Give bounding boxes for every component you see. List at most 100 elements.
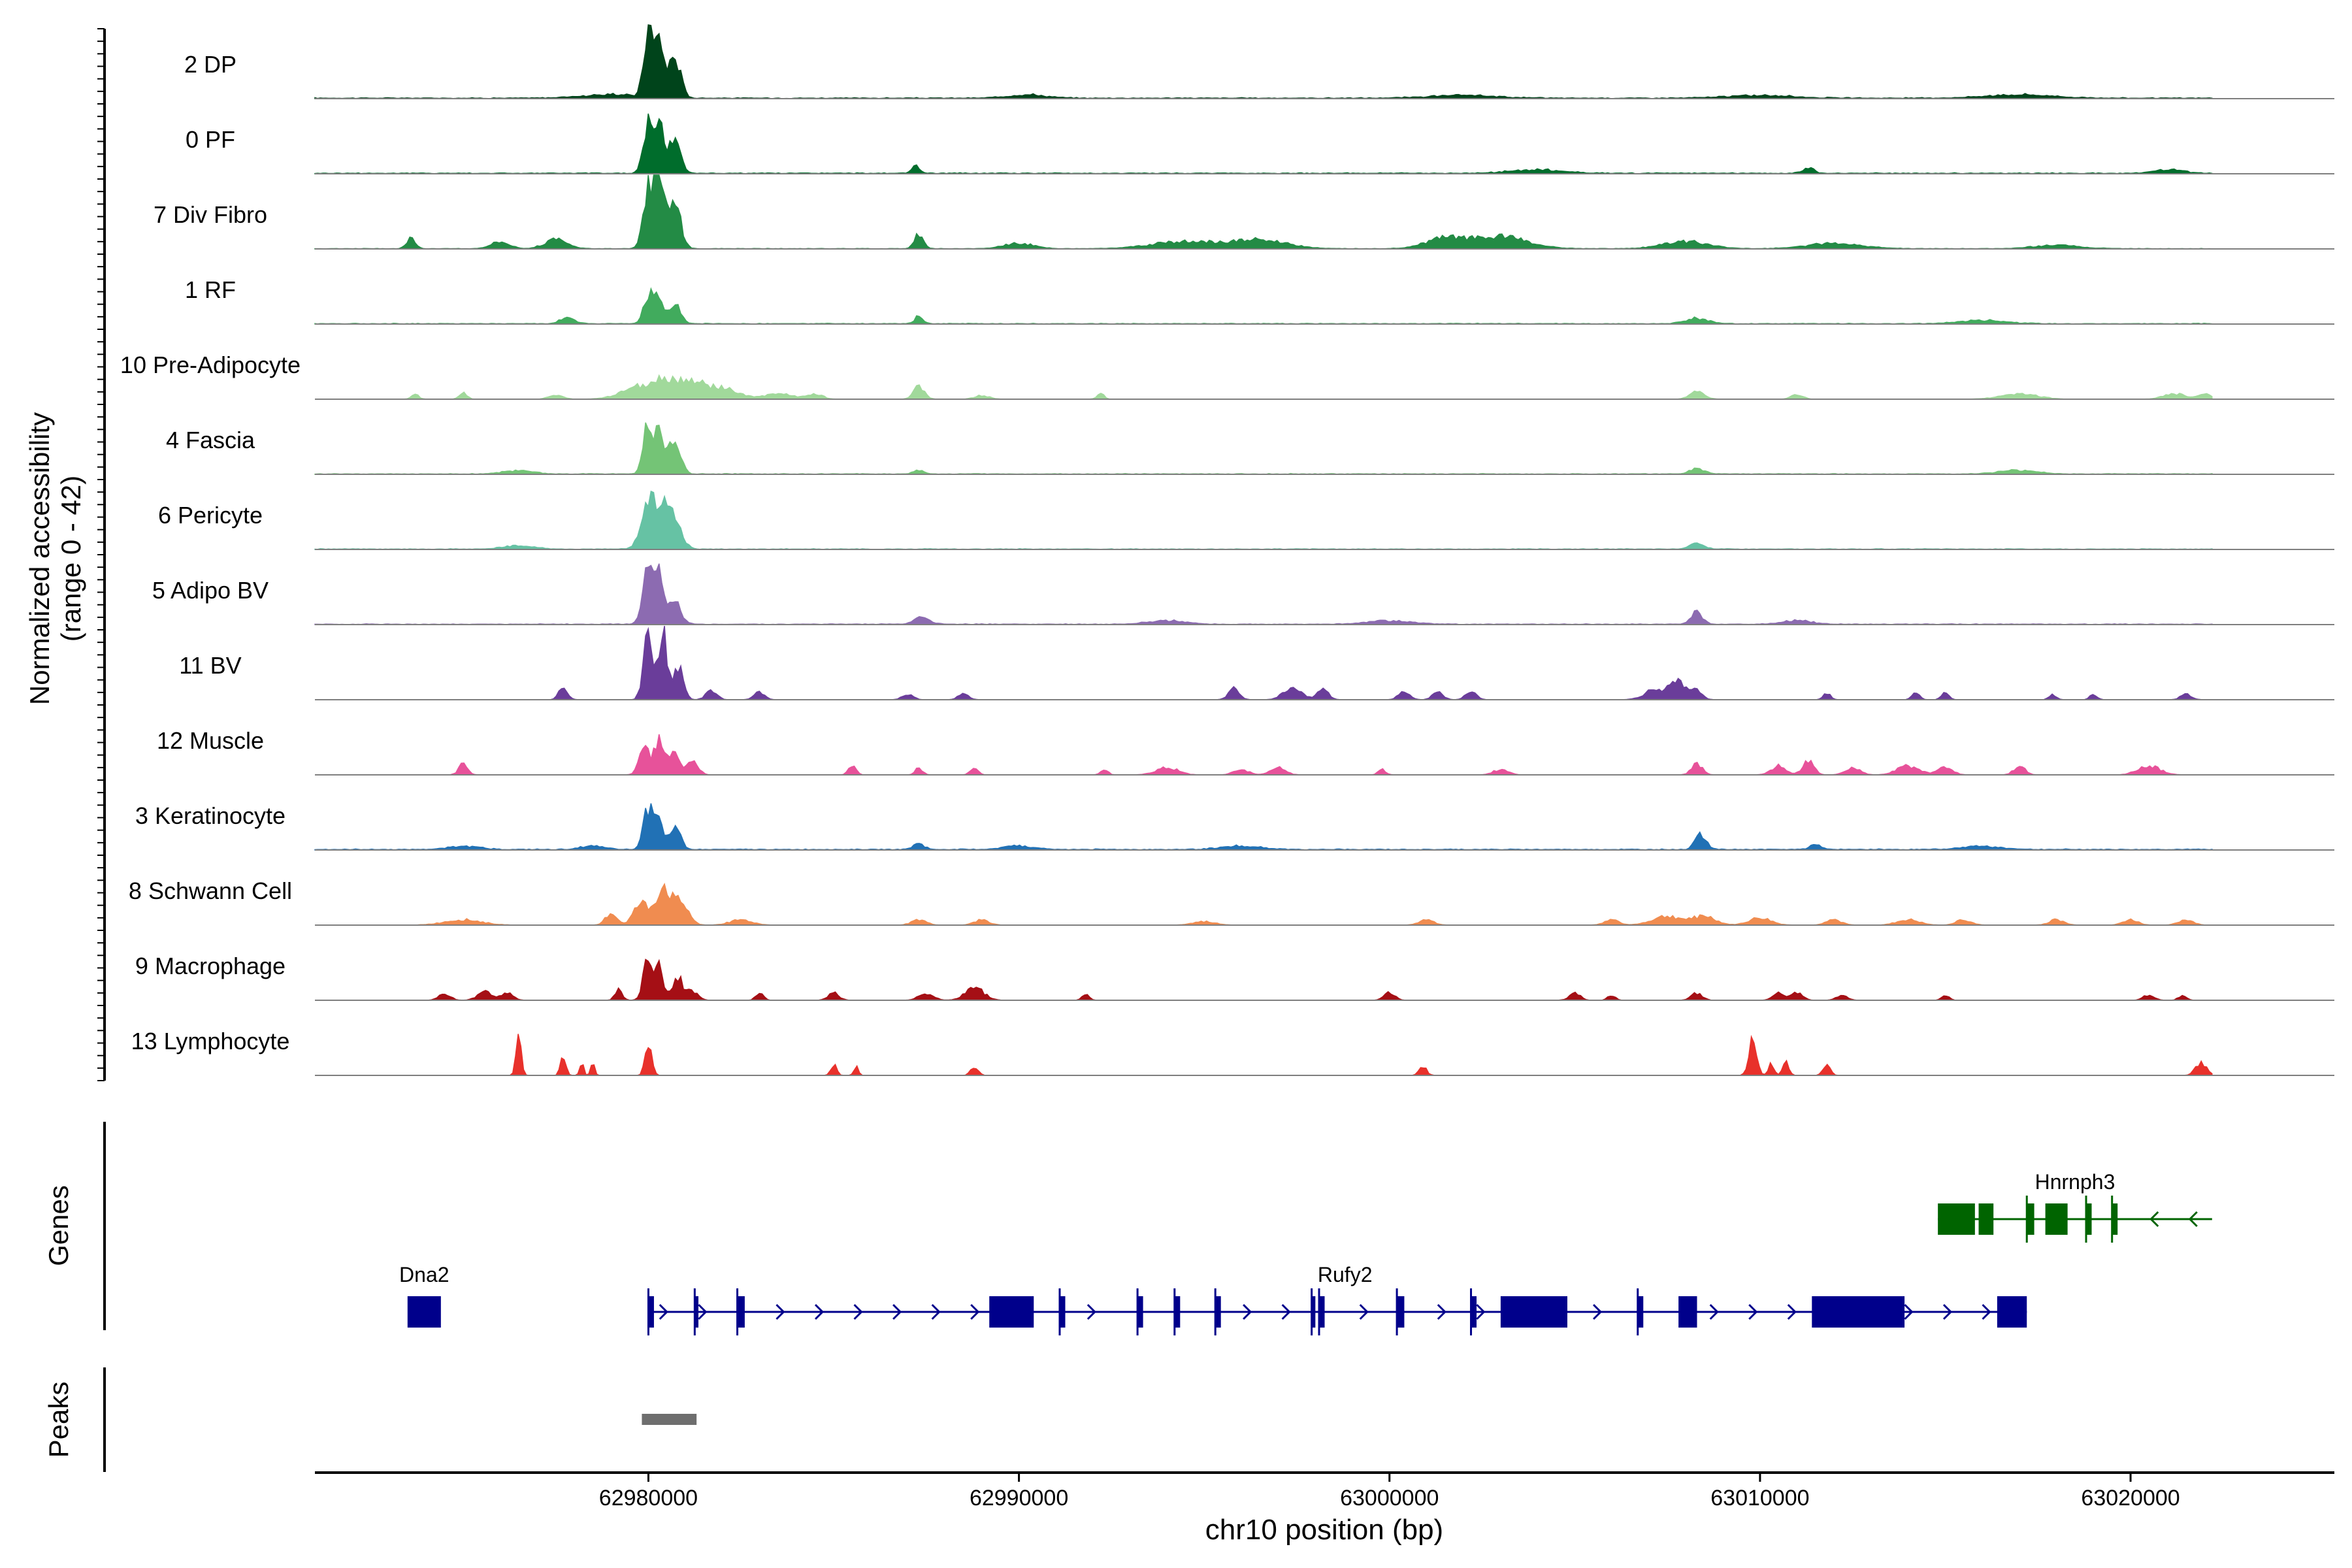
- track-label-12: 8 Schwann Cell: [129, 877, 292, 904]
- track-14: 13 Lymphocyte: [131, 1028, 2334, 1076]
- strand-arrow: [1086, 1303, 1096, 1320]
- x-tick-label-5: 63020000: [2081, 1486, 2180, 1511]
- track-label-1: 2 DP: [184, 51, 237, 78]
- peak-region-1: [642, 1414, 697, 1425]
- track-label-4: 1 RF: [185, 276, 236, 303]
- x-tick-label-3: 63000000: [1340, 1486, 1439, 1511]
- track-label-14: 13 Lymphocyte: [131, 1028, 290, 1054]
- exon: [1318, 1296, 1325, 1328]
- gene-annotations: Dna2 Rufy2 Hnrnph3: [399, 1170, 2212, 1335]
- track-label-13: 9 Macrophage: [135, 953, 286, 979]
- exon: [694, 1296, 699, 1328]
- strand-arrow: [698, 1303, 708, 1320]
- strand-arrow: [853, 1303, 863, 1320]
- exon: [2045, 1203, 2068, 1235]
- strand-arrow: [1748, 1303, 1758, 1320]
- x-axis: 62980000 62990000 63000000 63010000 63020000: [599, 1473, 2180, 1511]
- track-11: 3 Keratinocyte: [135, 802, 2334, 851]
- strand-arrow: [1359, 1303, 1369, 1320]
- exon: [1174, 1296, 1181, 1328]
- exon: [1938, 1203, 1975, 1235]
- track-area-2: [314, 113, 2213, 174]
- track-area-10: [315, 734, 2212, 776]
- strand-arrow: [1281, 1303, 1291, 1320]
- exon: [1059, 1296, 1066, 1328]
- exon: [407, 1296, 441, 1328]
- strand-arrow: [1709, 1303, 1719, 1320]
- strand-arrow: [1942, 1303, 1953, 1320]
- track-area-14: [315, 1034, 2213, 1076]
- track-area-6: [314, 422, 2213, 475]
- x-axis-label: chr10 position (bp): [1205, 1514, 1443, 1546]
- gene-label-dna2: Dna2: [399, 1263, 449, 1286]
- strand-arrow: [1787, 1303, 1797, 1320]
- y-axis: [97, 28, 106, 1081]
- exon: [1997, 1296, 2027, 1328]
- gene-label-hnrnph3: Hnrnph3: [2035, 1170, 2115, 1194]
- exon: [1812, 1296, 1905, 1328]
- track-10: 12 Muscle: [157, 727, 2334, 776]
- strand-arrow: [776, 1303, 785, 1320]
- strand-arrow: [1243, 1303, 1252, 1320]
- track-label-5: 10 Pre-Adipocyte: [120, 351, 301, 378]
- track-label-10: 12 Muscle: [157, 727, 264, 754]
- y-axis-label-line1: Normalized accessibility: [24, 412, 55, 705]
- strand-arrow: [1592, 1303, 1603, 1320]
- track-label-2: 0 PF: [186, 126, 235, 153]
- x-tick-label-1: 62980000: [599, 1486, 698, 1511]
- exon: [737, 1296, 745, 1328]
- exon: [1637, 1296, 1644, 1328]
- exon: [1471, 1296, 1477, 1328]
- track-area-5: [315, 374, 2213, 400]
- track-area-7: [314, 490, 2213, 550]
- exon: [1500, 1296, 1567, 1328]
- track-5: 10 Pre-Adipocyte: [120, 351, 2334, 400]
- track-7: 6 Pericyte: [158, 490, 2334, 550]
- exon: [1678, 1296, 1697, 1328]
- peaks-track: [642, 1414, 697, 1425]
- exon: [1397, 1296, 1405, 1328]
- track-8: 5 Adipo BV: [152, 563, 2334, 625]
- track-12: 8 Schwann Cell: [129, 877, 2334, 926]
- track-label-8: 5 Adipo BV: [152, 577, 269, 604]
- exon: [2112, 1203, 2118, 1235]
- track-label-6: 4 Fascia: [166, 427, 255, 453]
- track-4: 1 RF: [185, 276, 2334, 325]
- track-13: 9 Macrophage: [135, 953, 2334, 1001]
- strand-arrow: [2149, 1211, 2159, 1228]
- strand-arrow: [2188, 1211, 2198, 1228]
- exon: [1978, 1203, 1994, 1235]
- track-label-3: 7 Div Fibro: [154, 201, 267, 228]
- x-tick-label-4: 63010000: [1710, 1486, 1809, 1511]
- exon: [2086, 1203, 2092, 1235]
- exon: [2027, 1203, 2034, 1235]
- strand-arrow: [1904, 1303, 1914, 1320]
- strand-arrow: [892, 1303, 902, 1320]
- exon: [1311, 1296, 1316, 1328]
- accessibility-tracks: 2 DP 0 PF 7 Div Fibro 1 RF 10 Pre-Adipocyte 4…: [120, 24, 2334, 1076]
- track-area-11: [314, 803, 2213, 851]
- exon: [1137, 1296, 1143, 1328]
- track-area-8: [314, 563, 2213, 625]
- exon: [1215, 1296, 1221, 1328]
- strand-arrow: [970, 1303, 980, 1320]
- track-area-3: [314, 174, 2213, 250]
- exon: [648, 1296, 654, 1328]
- track-label-7: 6 Pericyte: [158, 502, 263, 529]
- track-area-12: [315, 883, 2212, 926]
- strand-arrow: [814, 1303, 825, 1320]
- track-6: 4 Fascia: [166, 422, 2334, 475]
- strand-arrow: [931, 1303, 941, 1320]
- y-axis-label-line2: (range 0 - 42): [56, 476, 86, 642]
- exon: [989, 1296, 1034, 1328]
- track-1: 2 DP: [184, 24, 2334, 99]
- track-9: 11 BV: [179, 625, 2334, 700]
- track-area-9: [315, 625, 2212, 700]
- strand-arrow: [659, 1303, 668, 1320]
- track-label-11: 3 Keratinocyte: [135, 802, 286, 829]
- strand-arrow: [1476, 1303, 1486, 1320]
- strand-arrow: [1982, 1303, 1991, 1320]
- strand-arrow: [1437, 1303, 1446, 1320]
- track-area-1: [314, 24, 2213, 99]
